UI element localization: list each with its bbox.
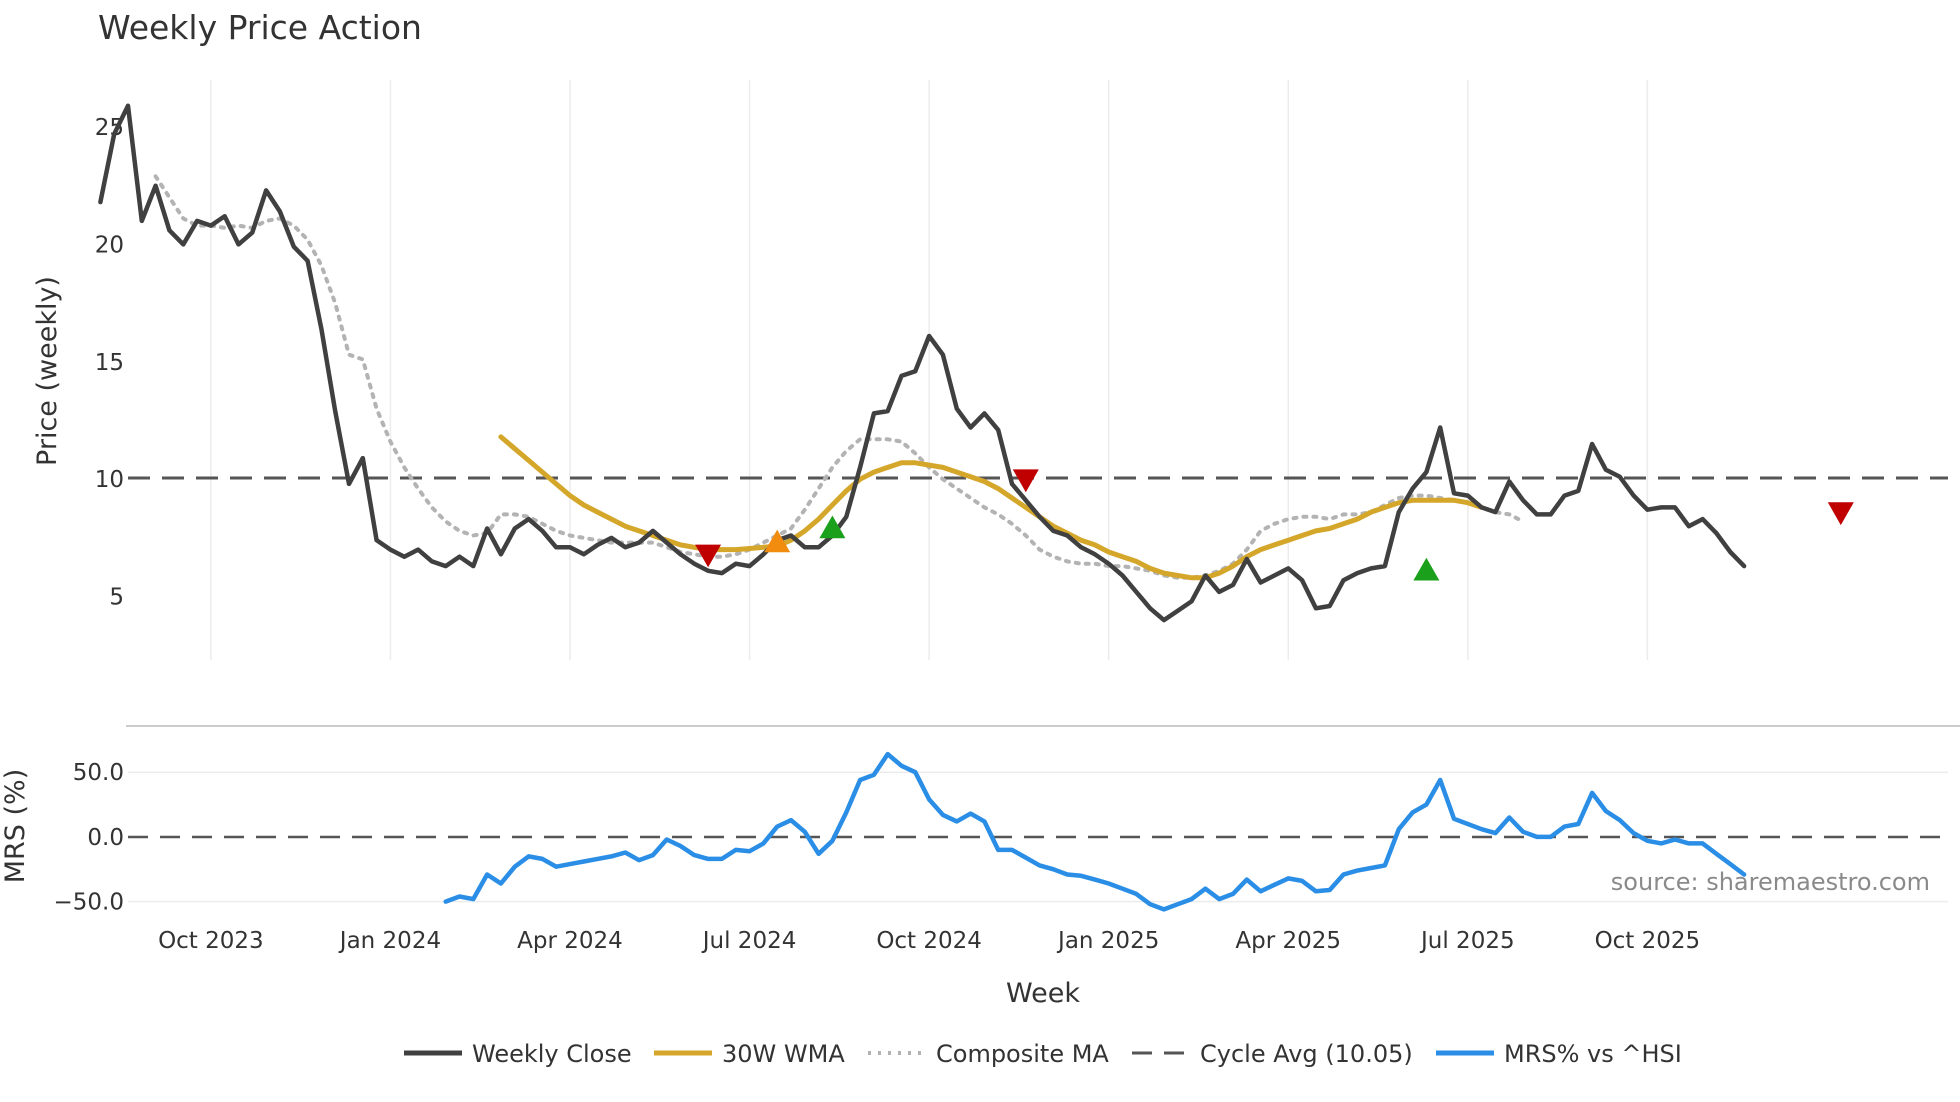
legend-entry: Composite MA: [868, 1040, 1109, 1068]
sell-signal-marker: [1827, 502, 1854, 526]
sell-signal-marker: [1012, 469, 1039, 493]
legend-label: Composite MA: [936, 1040, 1109, 1068]
sell-signal-marker: [695, 544, 722, 568]
mrs-panel: 50.0 0.0 −50.0 MRS (%) source: sharemaestr…: [0, 751, 1948, 916]
signal-markers: [695, 469, 1854, 581]
x-tick-label: Jul 2025: [1419, 928, 1515, 954]
x-tick-label: Oct 2025: [1595, 928, 1701, 954]
x-tick-label: Jan 2025: [1056, 928, 1159, 954]
price-series: [98, 103, 1747, 623]
x-axis-ticks: Oct 2023 Jan 2024 Apr 2024 Jul 2024 Oct 2024…: [158, 928, 1700, 954]
buy-signal-marker: [1413, 557, 1440, 581]
x-tick-label: Jul 2024: [701, 928, 797, 954]
x-tick-label: Apr 2024: [517, 928, 623, 954]
weekly-close-line: [98, 103, 1747, 623]
mrs-series: [443, 751, 1747, 912]
mrs-y-tick-label: 50.0: [73, 760, 124, 786]
legend: Weekly Close 30W WMA Composite MA Cycle Avg…: [404, 1040, 1682, 1068]
chart-title: Weekly Price Action: [98, 8, 422, 47]
legend-entry: 30W WMA: [654, 1040, 845, 1068]
composite-ma-line: [153, 174, 1526, 580]
30w-wma-line: [498, 434, 1485, 581]
mrs-line: [443, 751, 1747, 912]
mrs-y-tick-label: −50.0: [54, 890, 124, 916]
source-annotation: source: sharemaestro.com: [1611, 868, 1930, 896]
buy-signal-marker: [764, 529, 791, 553]
legend-label: MRS% vs ^HSI: [1504, 1040, 1682, 1068]
buy-signal-marker: [819, 515, 846, 539]
price-y-tick-label: 15: [95, 350, 124, 376]
legend-label: 30W WMA: [722, 1040, 845, 1068]
legend-entry: Weekly Close: [404, 1040, 632, 1068]
mrs-y-axis-label: MRS (%): [0, 769, 31, 884]
x-axis-label: Week: [1006, 978, 1080, 1009]
price-gridlines: [210, 80, 1649, 660]
legend-label: Cycle Avg (10.05): [1200, 1040, 1413, 1068]
price-y-tick-label: 20: [95, 232, 124, 258]
x-tick-label: Oct 2023: [158, 928, 264, 954]
mrs-y-ticks: 50.0 0.0 −50.0: [54, 760, 124, 915]
price-y-tick-label: 10: [95, 467, 124, 493]
x-tick-label: Jan 2024: [338, 928, 441, 954]
price-y-axis-label: Price (weekly): [32, 276, 63, 466]
legend-label: Weekly Close: [472, 1040, 632, 1068]
x-tick-label: Oct 2024: [876, 928, 982, 954]
legend-entry: Cycle Avg (10.05): [1132, 1040, 1413, 1068]
mrs-y-tick-label: 0.0: [87, 825, 124, 851]
legend-entry: MRS% vs ^HSI: [1436, 1040, 1682, 1068]
price-y-tick-label: 5: [109, 585, 124, 611]
mrs-gridlines: [128, 771, 1948, 903]
x-tick-label: Apr 2025: [1235, 928, 1341, 954]
